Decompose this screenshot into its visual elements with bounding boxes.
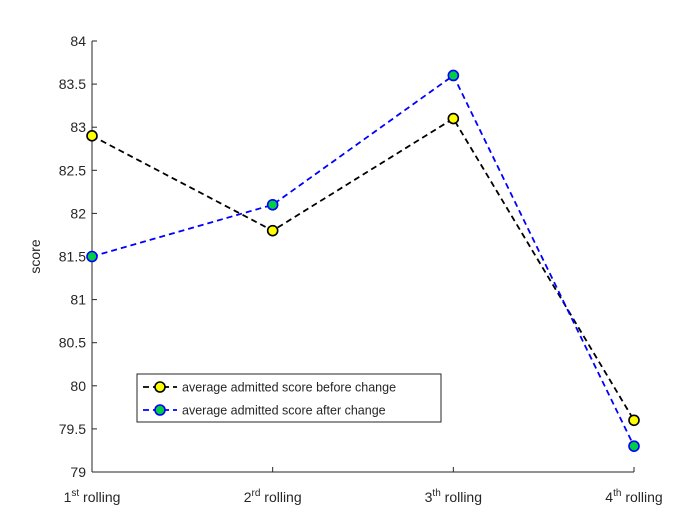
data-point xyxy=(447,112,460,125)
x-tick-label-superscript: th xyxy=(432,488,440,499)
legend-label: average admitted score before change xyxy=(182,381,396,395)
series-1 xyxy=(86,112,640,427)
x-tick-label: 1st rolling xyxy=(64,488,121,505)
x-tick-label-number: 2 xyxy=(244,489,252,505)
x-tick-label-text: rolling xyxy=(260,489,301,505)
y-axis-label: score xyxy=(27,239,43,273)
data-point xyxy=(266,198,279,211)
y-tick-label: 81 xyxy=(70,292,86,308)
y-tick-label: 83.5 xyxy=(59,76,86,92)
legend: average admitted score before change aver… xyxy=(136,373,442,423)
x-tick-label: 2rd rolling xyxy=(244,488,302,505)
x-tick-label-superscript: rd xyxy=(251,488,260,499)
y-tick-label: 82 xyxy=(70,205,86,221)
x-tick-label-number: 4 xyxy=(605,489,613,505)
series-2 xyxy=(86,69,640,452)
legend-item: average admitted score after change xyxy=(143,404,386,418)
data-point xyxy=(86,250,98,263)
y-tick-label: 82.5 xyxy=(59,162,86,178)
x-tick-label: 3th rolling xyxy=(425,488,482,505)
data-point xyxy=(628,440,640,452)
legend-label: average admitted score after change xyxy=(182,404,386,418)
y-tick-label: 79.5 xyxy=(59,421,86,437)
x-tick-label: 4th rolling xyxy=(605,488,662,505)
series-line xyxy=(91,117,635,421)
legend-item: average admitted score before change xyxy=(143,381,396,395)
x-tick-label-text: rolling xyxy=(441,489,482,505)
y-tick-label: 80 xyxy=(70,378,86,394)
y-tick-label: 83 xyxy=(70,119,86,135)
legend-marker xyxy=(154,381,166,393)
x-tick-label-superscript: th xyxy=(613,488,621,499)
y-tick-label: 81.5 xyxy=(59,249,86,265)
data-point xyxy=(86,130,98,142)
data-point xyxy=(266,224,279,237)
axes: 79 79.5 80 80.5 81 81.5 82 82.5 83 83.5 84 1st roll… xyxy=(27,33,663,505)
y-tick-label: 84 xyxy=(70,33,86,49)
x-tick-label-text: rolling xyxy=(621,489,662,505)
series-layer xyxy=(86,69,640,452)
legend-marker xyxy=(154,404,166,416)
y-tick-label: 80.5 xyxy=(59,335,86,351)
x-tick-label-number: 1 xyxy=(64,489,72,505)
data-point xyxy=(447,69,460,82)
x-tick-label-superscript: st xyxy=(71,488,79,499)
legend-box xyxy=(136,373,442,423)
x-tick-label-text: rolling xyxy=(79,489,120,505)
data-point xyxy=(628,414,640,427)
y-tick-label: 79 xyxy=(70,464,86,480)
x-tick-label-number: 3 xyxy=(425,489,433,505)
series-line xyxy=(91,74,635,447)
